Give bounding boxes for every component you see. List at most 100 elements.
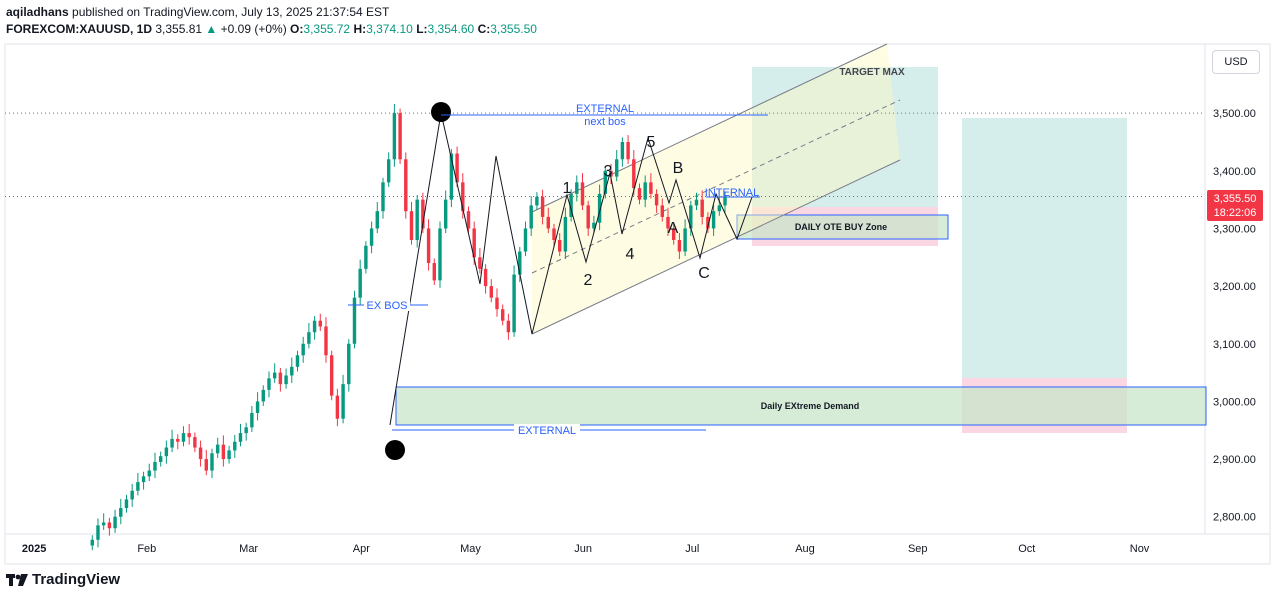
y-tick-label: 3,000.00	[1213, 396, 1256, 408]
candle-body	[706, 216, 710, 229]
candle-body	[592, 222, 596, 229]
y-tick-label: 3,500.00	[1213, 108, 1256, 120]
footer-brand[interactable]: TradingView	[6, 571, 120, 588]
candle-body	[626, 142, 630, 160]
candle-body	[147, 470, 151, 477]
candle-body	[312, 320, 317, 333]
currency-button[interactable]: USD	[1212, 50, 1260, 74]
candle-body	[358, 268, 362, 298]
candle-body	[278, 372, 283, 385]
ohlc-line: FOREXCOM:XAUUSD, 1D 3,355.81 ▲ +0.09 (+0…	[6, 21, 1266, 37]
candle-body	[409, 211, 414, 240]
ote-zone-label: DAILY OTE BUY Zone	[795, 222, 887, 232]
candle-body	[227, 450, 231, 460]
ex-bos-label: EX BOS	[367, 300, 408, 312]
next-bos-label: next bos	[584, 116, 626, 128]
candle-body	[637, 188, 642, 200]
candle-body	[654, 193, 659, 206]
wave-label-4: 4	[626, 246, 635, 263]
swing-low-marker[interactable]	[385, 440, 405, 460]
long-target-zone[interactable]	[962, 118, 1127, 378]
daily-demand-zone[interactable]	[395, 386, 1207, 426]
candle-body	[512, 274, 516, 333]
wave-label-5: 5	[647, 134, 656, 151]
candle-body	[119, 508, 123, 517]
candle-body	[107, 522, 112, 529]
x-tick-label: Apr	[353, 543, 370, 555]
x-tick-label: Jul	[685, 543, 699, 555]
candles	[90, 103, 727, 551]
candle-body	[478, 257, 482, 269]
current-price-badge	[1207, 190, 1263, 221]
target-zone[interactable]	[752, 67, 938, 207]
candle-body	[518, 251, 522, 275]
author-name[interactable]: aqiladhans	[6, 5, 69, 19]
wave-label-c: C	[698, 265, 710, 282]
candle-body	[124, 499, 129, 509]
candle-body	[164, 447, 169, 457]
time-axis[interactable]: 2025 Feb Mar Apr May Jun Jul Aug Sep Oct Nov	[22, 543, 1150, 555]
close-value: 3,355.50	[490, 22, 537, 36]
candle-body	[489, 286, 493, 298]
candle-body	[683, 228, 687, 252]
candle-body	[301, 343, 305, 356]
candle-body	[614, 159, 619, 177]
candle-body	[255, 401, 260, 413]
candle-body	[711, 211, 716, 229]
candle-body	[552, 228, 556, 240]
candle-body	[603, 170, 608, 194]
candle-body	[506, 320, 511, 333]
candle-body	[586, 205, 590, 229]
channel-upper-line[interactable]	[531, 43, 888, 213]
candle-body	[700, 199, 704, 217]
candle-body	[575, 182, 579, 194]
ote-buy-zone[interactable]	[736, 214, 949, 240]
candle-body	[717, 205, 722, 212]
brand-name: TradingView	[32, 571, 121, 588]
candle-body	[632, 159, 636, 189]
low-value: 3,354.60	[427, 22, 475, 36]
wave-zigzag[interactable]	[389, 112, 753, 426]
last-price: 3,355.81	[155, 22, 203, 36]
candle-body	[187, 433, 191, 438]
candle-body	[723, 196, 727, 206]
external-low-label: EXTERNAL	[518, 425, 576, 437]
y-tick-label: 2,800.00	[1213, 512, 1256, 524]
candle-body	[352, 297, 357, 344]
symbol-label[interactable]: FOREXCOM:XAUUSD, 1D	[6, 22, 153, 36]
candle-body	[90, 539, 94, 546]
wave-label-a: A	[668, 220, 679, 237]
x-tick-label: Oct	[1018, 543, 1035, 555]
candle-body	[267, 378, 271, 390]
candle-body	[443, 199, 448, 229]
external-high-label: EXTERNAL	[576, 103, 634, 115]
x-tick-label: Mar	[239, 543, 258, 555]
candle-body	[364, 245, 368, 269]
open-value: 3,355.72	[303, 22, 351, 36]
price-axis[interactable]: 3,500.00 3,400.00 3,300.00 3,200.00 3,100.00…	[1213, 108, 1256, 524]
y-tick-label: 2,900.00	[1213, 454, 1256, 466]
external-low-label-bg	[514, 424, 580, 436]
x-tick-label: Feb	[137, 543, 156, 555]
candle-body	[233, 441, 237, 451]
candle-body	[472, 228, 476, 258]
candle-body	[101, 522, 106, 526]
candle-body	[176, 438, 180, 442]
candle-body	[284, 375, 288, 385]
candle-body	[455, 153, 459, 183]
x-tick-label: May	[460, 543, 481, 555]
y-tick-label: 3,300.00	[1213, 223, 1256, 235]
x-tick-label: Nov	[1130, 543, 1150, 555]
x-tick-label: Jun	[574, 543, 592, 555]
candle-body	[347, 343, 351, 385]
candle-body	[677, 240, 682, 252]
channel-mid-line[interactable]	[531, 99, 901, 274]
channel-lower-line[interactable]	[531, 159, 901, 335]
demand-zone-label: Daily EXtreme Demand	[761, 401, 860, 411]
candle-body	[694, 199, 699, 206]
candle-body	[432, 263, 436, 281]
swing-high-marker[interactable]	[431, 102, 451, 122]
price-channel[interactable]	[532, 44, 900, 334]
candle-body	[483, 268, 488, 287]
